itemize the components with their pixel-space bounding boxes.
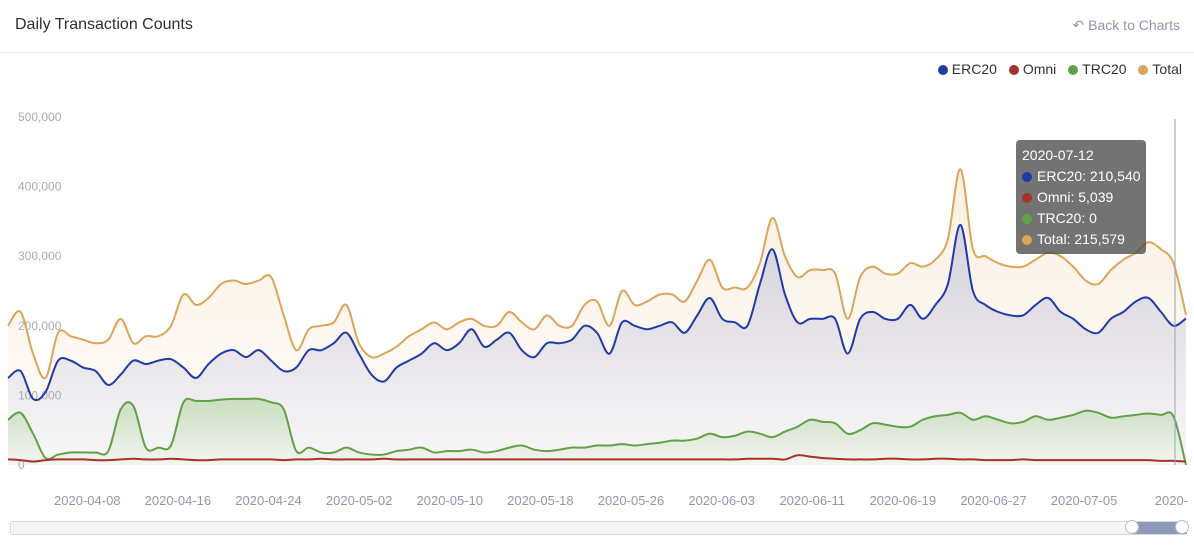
legend-dot-total bbox=[1138, 65, 1149, 75]
x-tick-label: 2020-05-26 bbox=[598, 493, 665, 508]
chart-plot[interactable]: 0100,000200,000300,000400,000500,0002020… bbox=[0, 53, 1194, 518]
legend-item-erc20[interactable]: ERC20 bbox=[937, 61, 997, 77]
series-area-erc20 bbox=[8, 224, 1186, 465]
zoom-slider-left-handle[interactable] bbox=[1125, 520, 1139, 534]
tooltip-row-erc20: ERC20: 210,540 bbox=[1022, 166, 1141, 187]
series-line-trc20 bbox=[7, 397, 1187, 466]
legend-label-trc20: TRC20 bbox=[1082, 61, 1127, 77]
tooltip-dot-erc20 bbox=[1022, 172, 1032, 182]
tooltip-value-omni: Omni: 5,039 bbox=[1037, 189, 1114, 205]
zoom-slider-right-handle[interactable] bbox=[1175, 520, 1189, 534]
x-tick-label: 2020-06-11 bbox=[779, 493, 845, 508]
y-tick-label: 300,000 bbox=[18, 249, 62, 263]
y-tick-label: 200,000 bbox=[18, 319, 62, 333]
chart-tooltip: 2020-07-12 ERC20: 210,540 Omni: 5,039 TR… bbox=[1016, 140, 1146, 254]
y-tick-label: 500,000 bbox=[18, 110, 62, 124]
tooltip-value-trc20: TRC20: 0 bbox=[1037, 210, 1097, 226]
tooltip-dot-total bbox=[1022, 235, 1032, 245]
series-line-total bbox=[7, 168, 1187, 380]
legend-dot-omni bbox=[1008, 65, 1019, 75]
tooltip-dot-omni bbox=[1022, 193, 1032, 203]
x-tick-label: 2020-04-24 bbox=[235, 493, 302, 508]
chart-header: Daily Transaction Counts ↶ Back to Charts bbox=[0, 0, 1194, 53]
x-tick-label: 2020-06-03 bbox=[688, 493, 755, 508]
x-tick-label: 2020-05-18 bbox=[507, 493, 574, 508]
legend-item-trc20[interactable]: TRC20 bbox=[1068, 61, 1127, 77]
tooltip-dot-trc20 bbox=[1022, 214, 1032, 224]
tooltip-date: 2020-07-12 bbox=[1022, 147, 1094, 163]
undo-arrow-icon: ↶ bbox=[1072, 17, 1085, 33]
back-to-charts-link[interactable]: ↶ Back to Charts bbox=[1072, 17, 1180, 34]
series-area-trc20 bbox=[8, 398, 1186, 465]
tooltip-row-omni: Omni: 5,039 bbox=[1022, 187, 1140, 208]
x-tick-label: 2020-06-19 bbox=[870, 493, 937, 508]
tooltip-row-trc20: TRC20: 0 bbox=[1022, 208, 1140, 229]
legend-label-omni: Omni bbox=[1022, 61, 1057, 77]
zoom-slider-selection[interactable] bbox=[1131, 522, 1187, 534]
back-to-charts-label: Back to Charts bbox=[1088, 17, 1180, 33]
chart-legend: ERC20 Omni TRC20 Total bbox=[930, 61, 1182, 77]
x-tick-label: 2020-05-10 bbox=[417, 493, 484, 508]
tooltip-row-total: Total: 215,579 bbox=[1022, 229, 1140, 250]
x-tick-label: 2020-04-08 bbox=[54, 493, 121, 508]
y-tick-label: 400,000 bbox=[18, 180, 62, 194]
legend-item-total[interactable]: Total bbox=[1138, 61, 1182, 77]
legend-label-total: Total bbox=[1152, 61, 1182, 77]
zoom-slider[interactable] bbox=[10, 520, 1189, 535]
legend-item-omni[interactable]: Omni bbox=[1008, 61, 1057, 77]
legend-dot-trc20 bbox=[1068, 65, 1079, 75]
legend-label-erc20: ERC20 bbox=[951, 61, 997, 77]
x-tick-label: 2020-07-05 bbox=[1051, 493, 1118, 508]
tooltip-value-total: Total: 215,579 bbox=[1037, 231, 1125, 247]
series-line-erc20 bbox=[7, 223, 1187, 402]
series-line-omni bbox=[7, 454, 1187, 463]
page-title: Daily Transaction Counts bbox=[15, 16, 193, 33]
x-tick-label: 2020-05-02 bbox=[326, 493, 393, 508]
tooltip-value-erc20: ERC20: 210,540 bbox=[1037, 168, 1141, 184]
x-tick-label: 2020-06-27 bbox=[960, 493, 1027, 508]
x-tick-label: 2020-04-16 bbox=[145, 493, 212, 508]
x-tick-label: 2020- bbox=[1155, 493, 1188, 508]
legend-dot-erc20 bbox=[937, 65, 948, 75]
